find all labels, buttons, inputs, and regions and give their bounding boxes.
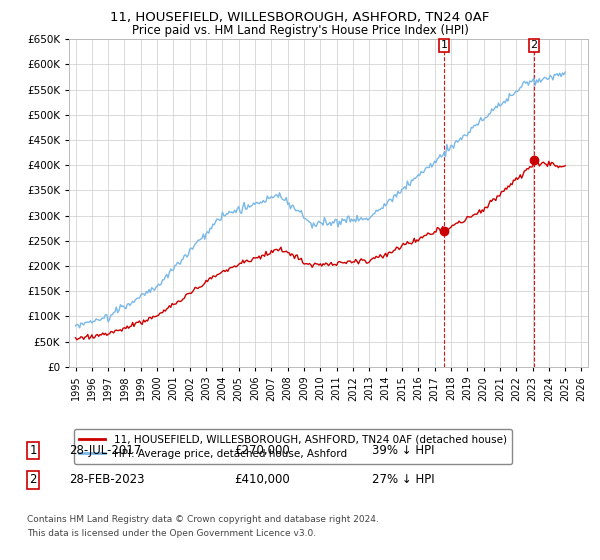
Text: 2: 2 [530, 40, 538, 50]
Text: Price paid vs. HM Land Registry's House Price Index (HPI): Price paid vs. HM Land Registry's House … [131, 24, 469, 36]
Text: Contains HM Land Registry data © Crown copyright and database right 2024.: Contains HM Land Registry data © Crown c… [27, 515, 379, 524]
Text: 11, HOUSEFIELD, WILLESBOROUGH, ASHFORD, TN24 0AF: 11, HOUSEFIELD, WILLESBOROUGH, ASHFORD, … [110, 11, 490, 24]
Text: 1: 1 [29, 444, 37, 458]
Legend: 11, HOUSEFIELD, WILLESBOROUGH, ASHFORD, TN24 0AF (detached house), HPI: Average : 11, HOUSEFIELD, WILLESBOROUGH, ASHFORD, … [74, 430, 512, 464]
Text: 39% ↓ HPI: 39% ↓ HPI [372, 444, 434, 458]
Text: 28-JUL-2017: 28-JUL-2017 [69, 444, 141, 458]
Text: 28-FEB-2023: 28-FEB-2023 [69, 473, 145, 487]
Text: £270,000: £270,000 [234, 444, 290, 458]
Text: £410,000: £410,000 [234, 473, 290, 487]
Text: 1: 1 [440, 40, 448, 50]
Text: This data is licensed under the Open Government Licence v3.0.: This data is licensed under the Open Gov… [27, 529, 316, 538]
Text: 2: 2 [29, 473, 37, 487]
Text: 27% ↓ HPI: 27% ↓ HPI [372, 473, 434, 487]
